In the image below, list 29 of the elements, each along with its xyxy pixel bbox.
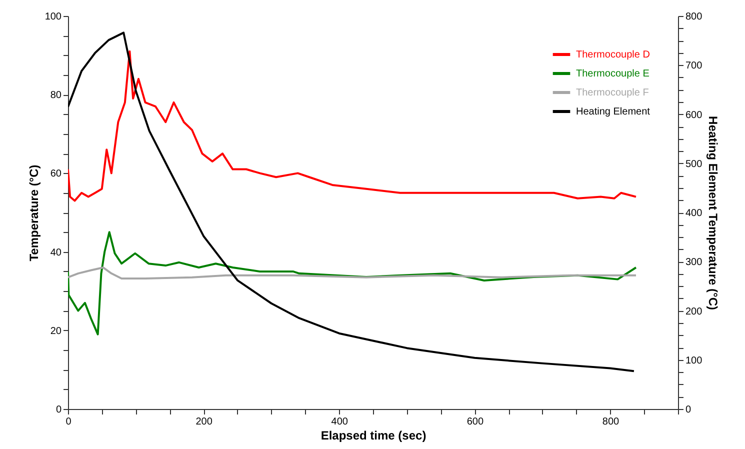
y2-tick-label: 300 [686, 257, 703, 268]
y2-tick-label: 800 [686, 12, 703, 22]
y-tick-label: 40 [50, 247, 62, 258]
legend-label: Thermocouple F [576, 88, 649, 98]
x-tick-label: 600 [466, 416, 484, 428]
x-axis-title: Elapsed time (sec) [320, 428, 426, 442]
y-tick-label: 60 [50, 168, 62, 180]
x-tick-label: 0 [66, 416, 72, 428]
y-tick-label: 100 [44, 12, 62, 22]
y-axis-title: Temperature (°C) [26, 164, 41, 262]
y2-tick-label: 700 [686, 60, 703, 72]
y2-tick-label: 600 [686, 110, 703, 121]
line-series [68, 266, 637, 280]
x-tick-label: 800 [602, 416, 620, 428]
y2-tick-label: 400 [686, 208, 703, 219]
legend-label: Thermocouple E [576, 68, 650, 80]
y2-tick-label: 0 [686, 404, 692, 416]
y-tick-label: 80 [50, 90, 62, 102]
line-series [68, 231, 637, 336]
x-tick-label: 400 [331, 416, 348, 428]
y2-tick-label: 200 [686, 306, 703, 318]
y2-tick-label: 500 [686, 158, 703, 170]
legend-label: Heating Element [576, 106, 650, 118]
y-tick-label: 0 [56, 404, 62, 416]
y2-axis-title: Heating Element Temperature (°C) [706, 116, 720, 310]
x-tick-label: 200 [196, 416, 213, 428]
legend-label: Thermocouple D [576, 50, 650, 60]
y-tick-label: 20 [50, 326, 62, 337]
y2-tick-label: 100 [686, 355, 703, 366]
